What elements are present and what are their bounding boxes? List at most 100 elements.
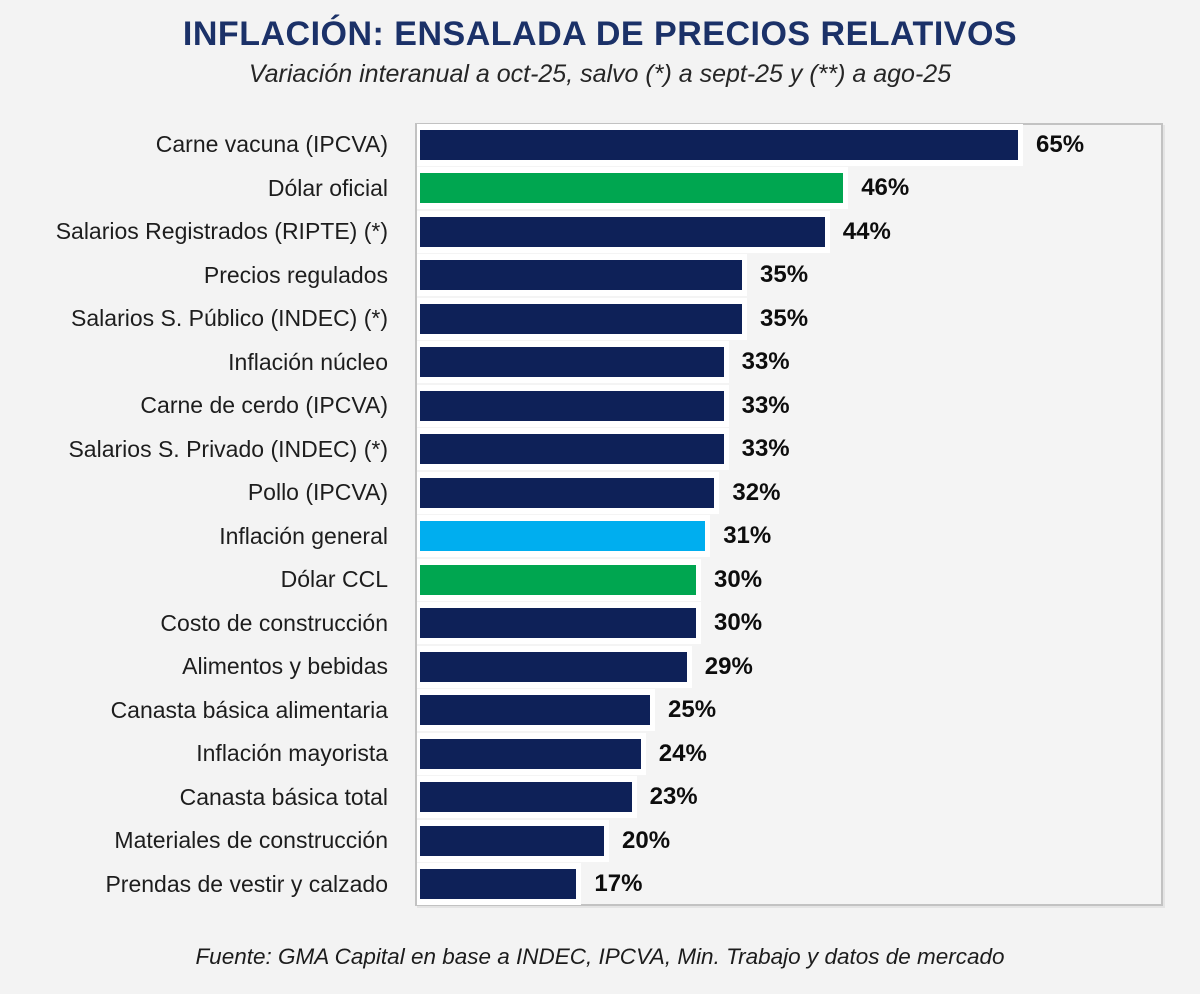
value-label: 31%: [723, 522, 772, 550]
value-label: 44%: [842, 217, 891, 245]
bar-area: 33%: [417, 428, 1200, 471]
bar-area: 30%: [417, 602, 1200, 645]
bar-area: 33%: [417, 341, 1200, 384]
bar-outline: [417, 167, 849, 210]
chart-row: Costo de construcción 30%: [0, 602, 1200, 646]
bar-outline: [417, 384, 729, 427]
chart-row: Dólar oficial 46%: [0, 167, 1200, 211]
bar: [420, 260, 742, 291]
chart-row: Salarios S. Público (INDEC) (*) 35%: [0, 297, 1200, 341]
chart-rows: Carne vacuna (IPCVA) 65% Dólar oficial 46% S…: [0, 123, 1200, 906]
bar-outline: [417, 297, 747, 340]
chart-footer: Fuente: GMA Capital en base a INDEC, IPC…: [0, 944, 1200, 970]
bar-area: 32%: [417, 471, 1200, 514]
bar-outline: [417, 515, 711, 558]
value-label: 46%: [861, 174, 910, 202]
value-label: 17%: [594, 870, 643, 898]
value-label: 30%: [714, 609, 763, 637]
category-label: Dólar oficial: [267, 174, 388, 201]
chart-row: Carne vacuna (IPCVA) 65%: [0, 123, 1200, 167]
value-label: 25%: [668, 696, 717, 724]
bar: [420, 608, 696, 639]
bar-area: 25%: [417, 689, 1200, 732]
bar: [420, 434, 724, 465]
bar-area: 23%: [417, 776, 1200, 819]
bar: [420, 782, 632, 813]
bar-area: 31%: [417, 515, 1200, 558]
plot-area: [415, 123, 1163, 906]
value-label: 30%: [714, 565, 763, 593]
chart-row: Alimentos y bebidas 29%: [0, 645, 1200, 689]
bar: [420, 825, 604, 856]
chart-row: Inflación núcleo 33%: [0, 341, 1200, 385]
value-label: 24%: [658, 739, 707, 767]
bar-outline: [417, 558, 701, 601]
bar-outline: [417, 863, 582, 906]
bar-chart: Carne vacuna (IPCVA) 65% Dólar oficial 46% S…: [0, 123, 1200, 906]
bar-outline: [417, 776, 637, 819]
bar: [420, 477, 715, 508]
value-label: 35%: [760, 261, 809, 289]
category-label: Salarios S. Privado (INDEC) (*): [68, 435, 388, 462]
chart-row: Salarios Registrados (RIPTE) (*) 44%: [0, 210, 1200, 254]
bar: [420, 738, 641, 769]
bar-outline: [417, 689, 655, 732]
chart-row: Canasta básica alimentaria 25%: [0, 689, 1200, 733]
category-label: Canasta básica alimentaria: [110, 696, 388, 723]
bar-area: 65%: [417, 123, 1200, 166]
category-label: Inflación núcleo: [228, 348, 388, 375]
category-label: Carne de cerdo (IPCVA): [140, 392, 388, 419]
category-label: Salarios S. Público (INDEC) (*): [71, 305, 388, 332]
bar-outline: [417, 602, 701, 645]
bar: [420, 695, 650, 726]
bar: [420, 347, 724, 378]
bar-area: 35%: [417, 297, 1200, 340]
category-label: Precios regulados: [203, 261, 388, 288]
bar-area: 17%: [417, 863, 1200, 906]
category-label: Pollo (IPCVA): [247, 479, 388, 506]
chart-row: Dólar CCL 30%: [0, 558, 1200, 602]
bar: [420, 869, 577, 900]
bar-area: 30%: [417, 558, 1200, 601]
chart-row: Inflación general 31%: [0, 515, 1200, 559]
bar-outline: [417, 645, 692, 688]
bar-area: 24%: [417, 732, 1200, 775]
value-label: 65%: [1036, 130, 1085, 158]
bar-area: 33%: [417, 384, 1200, 427]
bar: [420, 564, 696, 595]
category-label: Carne vacuna (IPCVA): [155, 131, 388, 158]
bar-outline: [417, 123, 1023, 166]
bar-outline: [417, 210, 830, 253]
chart-row: Materiales de construcción 20%: [0, 819, 1200, 863]
value-label: 33%: [741, 348, 790, 376]
category-label: Canasta básica total: [179, 783, 388, 810]
bar-outline: [417, 471, 720, 514]
bar-outline: [417, 732, 646, 775]
chart-row: Prendas de vestir y calzado 17%: [0, 863, 1200, 907]
value-label: 29%: [704, 652, 753, 680]
value-label: 32%: [732, 478, 781, 506]
chart-header: INFLACIÓN: ENSALADA DE PRECIOS RELATIVOS…: [0, 0, 1200, 90]
value-label: 23%: [649, 783, 698, 811]
value-label: 33%: [741, 391, 790, 419]
bar-outline: [417, 819, 609, 862]
chart-row: Salarios S. Privado (INDEC) (*) 33%: [0, 428, 1200, 472]
chart-row: Precios regulados 35%: [0, 254, 1200, 298]
bar: [420, 216, 825, 247]
category-label: Costo de construcción: [160, 609, 388, 636]
chart-row: Pollo (IPCVA) 32%: [0, 471, 1200, 515]
category-label: Dólar CCL: [280, 566, 388, 593]
value-label: 35%: [760, 304, 809, 332]
source-note: Fuente: GMA Capital en base a INDEC, IPC…: [195, 944, 1005, 969]
bar-outline: [417, 341, 729, 384]
bar: [420, 303, 742, 334]
bar: [420, 390, 724, 421]
chart-subtitle: Variación interanual a oct-25, salvo (*)…: [248, 59, 952, 88]
bar-area: 29%: [417, 645, 1200, 688]
category-label: Materiales de construcción: [114, 827, 388, 854]
bar: [420, 651, 687, 682]
page-title: INFLACIÓN: ENSALADA DE PRECIOS RELATIVOS: [182, 15, 1018, 53]
bar: [420, 129, 1018, 160]
bar-area: 20%: [417, 819, 1200, 862]
